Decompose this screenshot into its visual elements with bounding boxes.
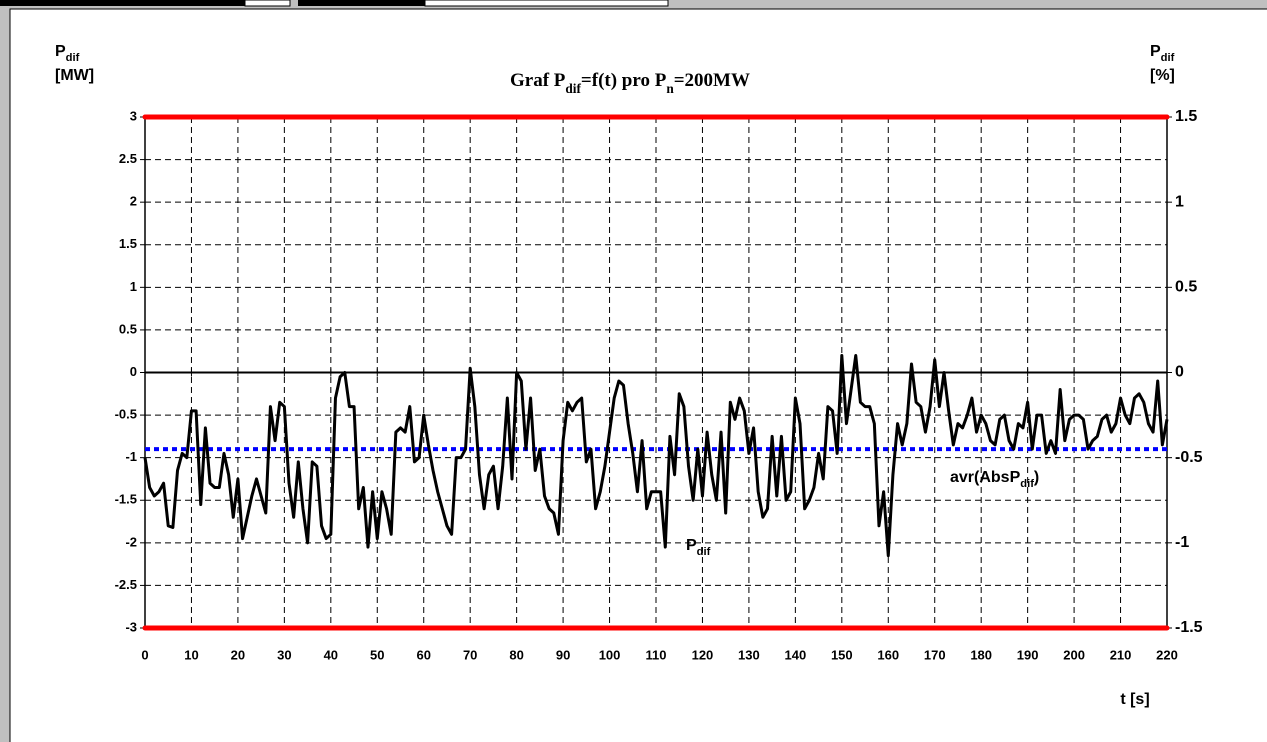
x-tick-label: 160 bbox=[877, 647, 899, 662]
text-part: avr(AbsP bbox=[950, 469, 1021, 486]
text-part: dif bbox=[565, 81, 581, 96]
text-part: ) bbox=[1034, 469, 1039, 486]
text-part: P bbox=[686, 537, 697, 554]
annotation: avr(AbsPdif) bbox=[950, 469, 1039, 490]
x-tick-label: 120 bbox=[692, 647, 714, 662]
y2-tick-label: 1 bbox=[1175, 193, 1184, 210]
y-tick-label: -2.5 bbox=[115, 577, 137, 592]
x-tick-label: 80 bbox=[509, 647, 523, 662]
y2-axis-label: Pdif [%] bbox=[1150, 43, 1175, 84]
chart-area bbox=[9, 8, 1267, 742]
x-tick-label: 30 bbox=[277, 647, 291, 662]
toolbar-box bbox=[424, 0, 669, 7]
text-part: [%] bbox=[1150, 67, 1175, 84]
data-line bbox=[143, 353, 1169, 558]
toolbar-bar bbox=[0, 0, 245, 6]
x-tick-label: 50 bbox=[370, 647, 384, 662]
x-axis-label: t [s] bbox=[1120, 691, 1149, 708]
x-tick-label: 20 bbox=[231, 647, 245, 662]
y-tick-label: 0 bbox=[130, 364, 137, 379]
text-part: =f(t) pro P bbox=[581, 70, 667, 91]
y2-tick-label: -1 bbox=[1175, 534, 1189, 551]
y-tick-label: -2 bbox=[125, 534, 137, 549]
text-part: dif bbox=[1020, 478, 1034, 490]
y-tick-label: 1.5 bbox=[119, 236, 137, 251]
x-tick-label: 0 bbox=[141, 647, 148, 662]
x-tick-label: 190 bbox=[1017, 647, 1039, 662]
x-tick-label: 150 bbox=[831, 647, 853, 662]
text-part: dif bbox=[1161, 52, 1175, 64]
x-tick-label: 90 bbox=[556, 647, 570, 662]
chart-title: Graf Pdif=f(t) pro Pn=200MW bbox=[510, 70, 750, 95]
y2-tick-label: -0.5 bbox=[1175, 449, 1203, 466]
x-tick-label: 70 bbox=[463, 647, 477, 662]
y-tick-label: -3 bbox=[125, 619, 137, 634]
y-tick-label: 2 bbox=[130, 194, 137, 209]
y-tick-label: 0.5 bbox=[119, 321, 137, 336]
x-tick-label: 10 bbox=[184, 647, 198, 662]
y-tick-label: 1 bbox=[130, 279, 137, 294]
text-part: dif bbox=[697, 546, 711, 558]
y-tick-label: -1.5 bbox=[115, 492, 137, 507]
x-tick-label: 200 bbox=[1063, 647, 1085, 662]
x-tick-label: 180 bbox=[970, 647, 992, 662]
x-tick-label: 60 bbox=[416, 647, 430, 662]
y2-tick-label: 0 bbox=[1175, 364, 1184, 381]
x-tick-label: 100 bbox=[599, 647, 621, 662]
text-part: dif bbox=[66, 52, 80, 64]
x-tick-label: 170 bbox=[924, 647, 946, 662]
y-tick-label: 3 bbox=[130, 108, 137, 123]
text-part: =200MW bbox=[674, 70, 750, 91]
x-tick-label: 110 bbox=[646, 647, 667, 662]
text-part: [MW] bbox=[55, 67, 94, 84]
x-tick-label: 130 bbox=[738, 647, 760, 662]
text-part: Graf P bbox=[510, 70, 566, 91]
y-tick-label: 2.5 bbox=[119, 151, 137, 166]
text-part: n bbox=[666, 81, 674, 96]
toolbar-box bbox=[244, 0, 291, 7]
text-part: P bbox=[55, 43, 66, 60]
y-tick-label: -0.5 bbox=[115, 407, 137, 422]
x-tick-label: 140 bbox=[785, 647, 807, 662]
y2-tick-label: 1.5 bbox=[1175, 108, 1197, 125]
x-tick-label: 220 bbox=[1156, 647, 1178, 662]
text-part: P bbox=[1150, 43, 1161, 60]
y2-tick-label: 0.5 bbox=[1175, 279, 1197, 296]
toolbar-bar bbox=[298, 0, 425, 6]
y-tick-label: -1 bbox=[125, 449, 137, 464]
x-tick-label: 210 bbox=[1110, 647, 1132, 662]
annotation: Pdif bbox=[686, 537, 711, 558]
y-axis-label: Pdif [MW] bbox=[55, 43, 94, 84]
x-tick-label: 40 bbox=[324, 647, 338, 662]
y2-tick-label: -1.5 bbox=[1175, 619, 1203, 636]
